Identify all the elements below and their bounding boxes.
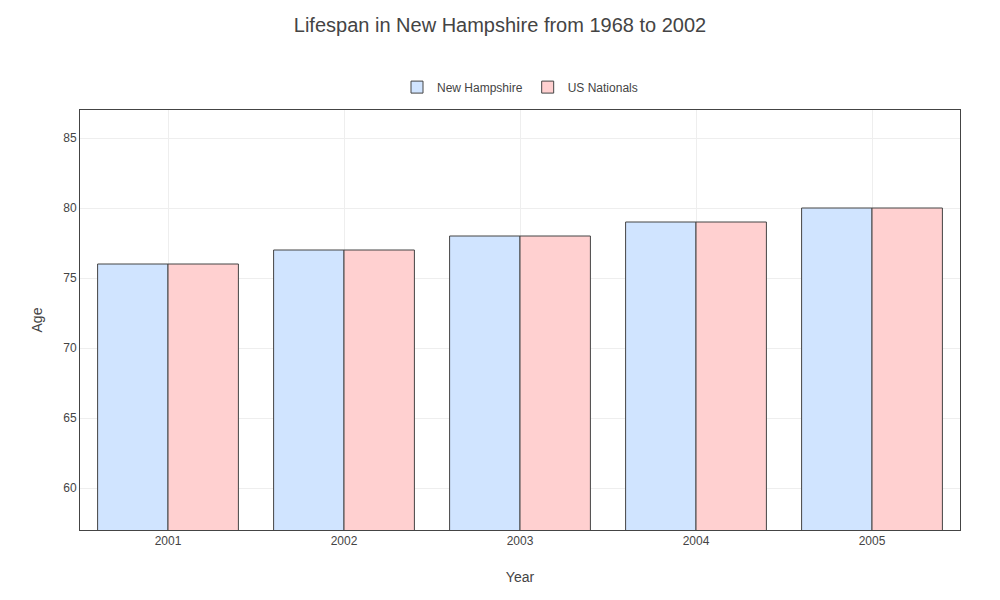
svg-text:85: 85 bbox=[63, 131, 77, 145]
svg-text:75: 75 bbox=[63, 271, 77, 285]
svg-text:Year: Year bbox=[506, 569, 535, 585]
svg-text:60: 60 bbox=[63, 481, 77, 495]
svg-text:US Nationals: US Nationals bbox=[568, 81, 638, 95]
svg-text:2002: 2002 bbox=[331, 534, 358, 548]
svg-text:65: 65 bbox=[63, 411, 77, 425]
svg-text:70: 70 bbox=[63, 341, 77, 355]
svg-text:New Hampshire: New Hampshire bbox=[437, 81, 523, 95]
svg-text:Lifespan in New Hampshire from: Lifespan in New Hampshire from 1968 to 2… bbox=[294, 14, 706, 36]
svg-text:2004: 2004 bbox=[683, 534, 710, 548]
svg-text:80: 80 bbox=[63, 201, 77, 215]
svg-text:2005: 2005 bbox=[859, 534, 886, 548]
svg-text:2001: 2001 bbox=[155, 534, 182, 548]
svg-text:2003: 2003 bbox=[507, 534, 534, 548]
svg-text:Age: Age bbox=[29, 307, 45, 332]
